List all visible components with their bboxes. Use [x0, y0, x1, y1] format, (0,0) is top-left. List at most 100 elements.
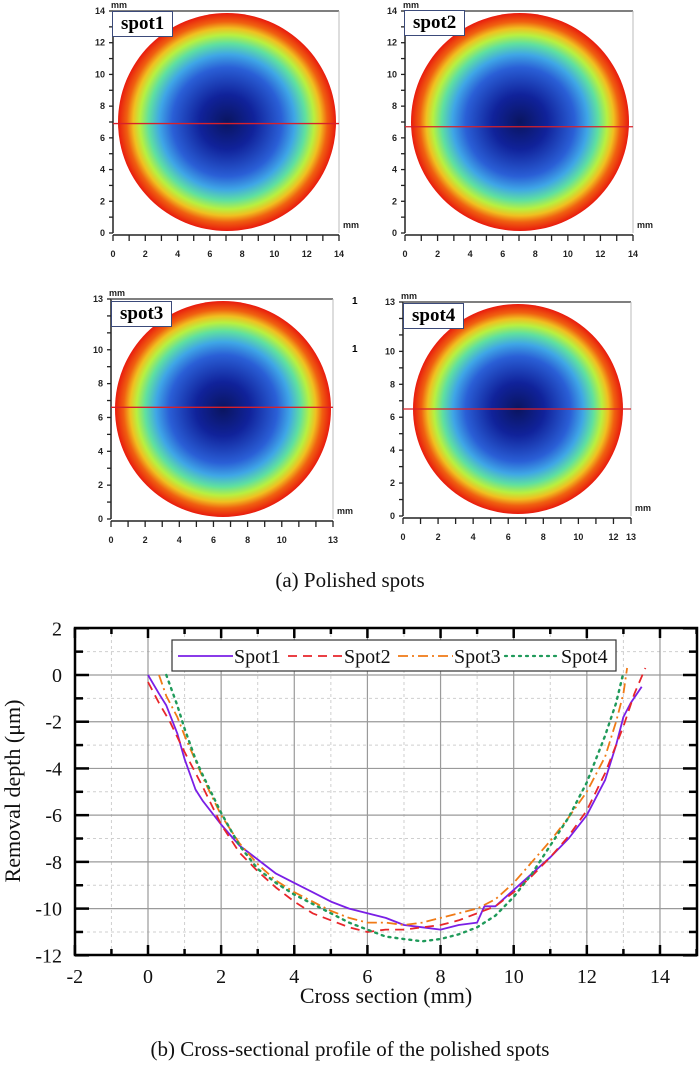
cross-section-chart: -2 0 2 4 6 8 10 12 14 2 0 -2 -4 -6 -8 -10 -12 Cross sec…	[0, 618, 699, 1008]
x-tick-label: 4	[289, 966, 299, 988]
x-tick-label: 14	[334, 249, 344, 259]
polished-spot	[118, 13, 336, 231]
y-axis-label: Removal depth (μm)	[0, 700, 25, 883]
x-tick-label: 14	[650, 966, 670, 988]
y-tick-label: 6	[100, 133, 105, 143]
y-tick-label: 4	[100, 165, 105, 175]
x-tick-label: 6	[211, 535, 216, 545]
x-tick-label: 6	[207, 249, 212, 259]
series-line-spot3	[158, 667, 628, 926]
x-unit-label: mm	[637, 220, 653, 230]
y-tick-label: 6	[392, 133, 397, 143]
x-axis-label: Cross section (mm)	[300, 983, 472, 1008]
y-tick-label: 14	[387, 6, 397, 16]
x-unit-label: mm	[343, 220, 359, 230]
polished-spot	[115, 301, 331, 517]
x-tick-label: 0	[143, 966, 153, 988]
y-tick-label: -12	[35, 945, 62, 967]
x-tick-label: 6	[506, 532, 511, 542]
x-tick-label: 2	[143, 535, 148, 545]
x-tick-label: -2	[67, 966, 84, 988]
y-tick-label: 8	[392, 101, 397, 111]
x-tick-label: 14	[628, 249, 638, 259]
legend-label-spot3: Spot3	[454, 646, 501, 668]
x-tick-label: 10	[277, 535, 287, 545]
spot-map-1-svg: 0 2 4 6 8 10 12 14 0 2 4 6 8 10 12 14 mm mm	[95, 0, 359, 259]
y-tick-label: 10	[387, 69, 397, 79]
x-tick-label: 0	[400, 532, 405, 542]
x-tick-label: 0	[110, 249, 115, 259]
x-tick-label: 4	[175, 249, 180, 259]
spot-map-1: 0 2 4 6 8 10 12 14 0 2 4 6 8 10 12 14 mm mm spot1	[0, 0, 359, 260]
x-tick-label: 0	[108, 535, 113, 545]
x-tick-label: 12	[302, 249, 312, 259]
y-tick-label: 0	[98, 514, 103, 524]
caption-b-text: Cross-sectional profile of the polished …	[175, 1037, 550, 1061]
caption-b-letter: (b)	[150, 1037, 176, 1061]
x-tick-label: 8	[533, 249, 538, 259]
y-unit-label: mm	[401, 291, 417, 301]
spot-map-3-svg: 0 2 4 6 8 10 13 0 2 4 6 8 10 13 mm mm	[93, 288, 353, 545]
spot-map-4: 0 2 4 6 8 10 12 13 0 2 4 6 8 10 13 mm mm spot4	[350, 280, 700, 550]
y-unit-label: mm	[109, 288, 125, 298]
series-line-spot1	[147, 674, 643, 931]
spot-map-3: 0 2 4 6 8 10 13 0 2 4 6 8 10 13 mm mm spot3 1 1	[0, 280, 358, 550]
x-tick-label: 2	[435, 249, 440, 259]
series-group	[147, 667, 647, 943]
y-tick-label: 14	[95, 6, 105, 16]
series-line-spot2	[147, 667, 647, 933]
x-tick-label: 10	[504, 966, 524, 988]
y-unit-label: mm	[403, 0, 419, 10]
x-tick-label: 10	[563, 249, 573, 259]
y-tick-label: 4	[392, 165, 397, 175]
y-tick-label: 10	[93, 345, 103, 355]
y-tick-label: 12	[387, 38, 397, 48]
y-tick-label: 13	[93, 294, 103, 304]
caption-b: (b) Cross-sectional profile of the polis…	[0, 1037, 700, 1062]
y-tick-label: 10	[385, 346, 395, 356]
y-tick-label: 4	[390, 445, 395, 455]
x-tick-labels: -2 0 2 4 6 8 10 12 14	[67, 966, 670, 988]
spot-map-2-svg: 0 2 4 6 8 10 12 14 0 2 4 6 8 10 12 14 mm mm	[387, 0, 653, 259]
y-tick-labels: 2 0 -2 -4 -6 -8 -10 -12	[35, 618, 62, 967]
y-tick-label: 6	[98, 412, 103, 422]
y-unit-label: mm	[111, 0, 127, 10]
legend: Spot1 Spot2 Spot3 Spot4	[171, 639, 617, 672]
y-tick-label: -6	[45, 805, 62, 827]
x-unit-label: mm	[337, 506, 353, 516]
y-tick-label: -2	[45, 712, 62, 734]
x-unit-label: mm	[635, 503, 651, 513]
x-tick-label: 6	[362, 966, 372, 988]
y-tick-label: 6	[390, 412, 395, 422]
y-tick-label: 8	[390, 379, 395, 389]
spot-map-4-svg: 0 2 4 6 8 10 12 13 0 2 4 6 8 10 13 mm mm	[385, 291, 651, 542]
legend-label-spot2: Spot2	[344, 646, 391, 668]
x-tick-label: 12	[608, 532, 618, 542]
legend-label-spot4: Spot4	[561, 646, 608, 668]
spot-label: spot4	[403, 303, 465, 329]
x-tick-label: 2	[143, 249, 148, 259]
x-tick-label: 2	[436, 532, 441, 542]
y-tick-label: 12	[95, 38, 105, 48]
y-tick-label: 8	[98, 379, 103, 389]
y-tick-label: 0	[52, 665, 62, 687]
y-tick-label: -4	[45, 758, 62, 780]
grid	[75, 628, 697, 955]
x-tick-label: 4	[468, 249, 473, 259]
y-tick-label: 2	[100, 196, 105, 206]
y-tick-label: 8	[100, 101, 105, 111]
x-tick-label: 4	[471, 532, 476, 542]
y-tick-label: 10	[95, 69, 105, 79]
x-tick-label: 10	[269, 249, 279, 259]
spot-label: spot2	[404, 10, 466, 36]
ticks	[73, 627, 698, 957]
y-tick-label: 13	[385, 297, 395, 307]
x-tick-label: 8	[541, 532, 546, 542]
polished-spot	[411, 13, 629, 231]
x-tick-label: 10	[573, 532, 583, 542]
x-tick-label: 12	[577, 966, 597, 988]
x-tick-label: 12	[595, 249, 605, 259]
x-tick-label: 13	[626, 532, 636, 542]
x-tick-label: 4	[177, 535, 182, 545]
y-tick-label: 4	[98, 446, 103, 456]
